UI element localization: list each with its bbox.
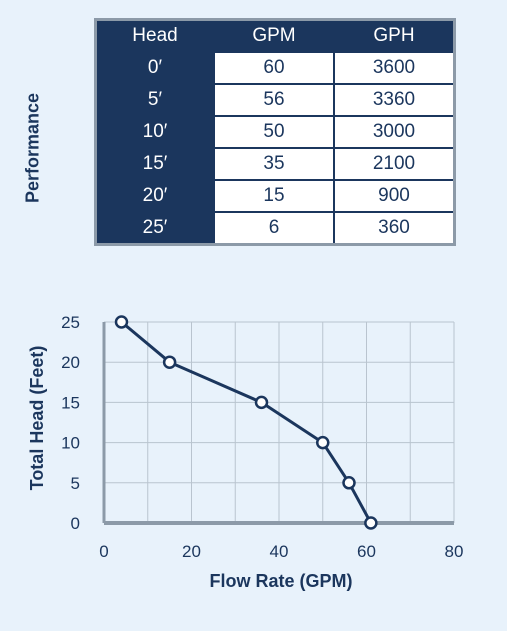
head-cell: 0′ xyxy=(94,51,215,85)
x-tick-label: 0 xyxy=(99,542,108,561)
table-row: 0′ 60 3600 xyxy=(94,51,456,85)
chart-axes xyxy=(102,322,454,525)
gph-cell: 360 xyxy=(333,211,456,246)
table-header-row: Head GPM GPH xyxy=(94,18,456,53)
gpm-cell: 60 xyxy=(213,51,335,85)
y-tick-label: 0 xyxy=(71,514,80,533)
data-point xyxy=(342,476,356,490)
data-point xyxy=(364,516,378,530)
gph-cell: 900 xyxy=(333,179,456,213)
series-line xyxy=(120,320,373,524)
table-row: 5′ 56 3360 xyxy=(94,83,456,117)
head-cell: 15′ xyxy=(94,147,215,181)
data-point xyxy=(114,315,129,329)
performance-table: Head GPM GPH 0′ 60 3600 5′ 56 3360 10′ 5… xyxy=(94,18,456,246)
gpm-cell: 56 xyxy=(213,83,335,117)
chart-grid xyxy=(104,321,455,523)
table-row: 25′ 6 360 xyxy=(94,211,456,246)
x-tick-label: 80 xyxy=(445,542,464,561)
header-head: Head xyxy=(94,18,215,53)
y-tick-label: 10 xyxy=(61,434,80,453)
x-tick-label: 20 xyxy=(182,542,201,561)
chart-tick-labels: 0 20 40 60 80 0 5 10 15 20 25 xyxy=(61,313,463,561)
header-gpm: GPM xyxy=(213,18,335,53)
y-tick-label: 15 xyxy=(61,393,80,412)
x-tick-label: 40 xyxy=(270,542,289,561)
x-axis-label: Flow Rate (GPM) xyxy=(210,571,353,591)
gpm-cell: 15 xyxy=(213,179,335,213)
head-cell: 5′ xyxy=(94,83,215,117)
y-tick-label: 25 xyxy=(61,313,80,332)
x-tick-label: 60 xyxy=(357,542,376,561)
head-flow-chart: 0 20 40 60 80 0 5 10 15 20 25 Flow Rate (GPM) Tota… xyxy=(27,313,463,591)
gph-cell: 2100 xyxy=(333,147,456,181)
data-point xyxy=(162,355,177,369)
table-row: 20′ 15 900 xyxy=(94,179,456,213)
data-point xyxy=(316,435,330,450)
gph-cell: 3000 xyxy=(333,115,456,149)
gph-cell: 3360 xyxy=(333,83,456,117)
table-row: 15′ 35 2100 xyxy=(94,147,456,181)
gpm-cell: 35 xyxy=(213,147,335,181)
y-tick-label: 5 xyxy=(71,474,80,493)
head-cell: 10′ xyxy=(94,115,215,149)
y-axis-label: Total Head (Feet) xyxy=(27,346,47,491)
gpm-cell: 6 xyxy=(213,211,335,246)
gpm-cell: 50 xyxy=(213,115,335,149)
header-gph: GPH xyxy=(333,18,456,53)
performance-label: Performance xyxy=(22,92,43,204)
head-cell: 20′ xyxy=(94,179,215,213)
data-point xyxy=(254,395,269,410)
head-cell: 25′ xyxy=(94,211,215,246)
table-row: 10′ 50 3000 xyxy=(94,115,456,149)
gph-cell: 3600 xyxy=(333,51,456,85)
y-tick-label: 20 xyxy=(61,353,80,372)
chart-series xyxy=(114,315,378,530)
